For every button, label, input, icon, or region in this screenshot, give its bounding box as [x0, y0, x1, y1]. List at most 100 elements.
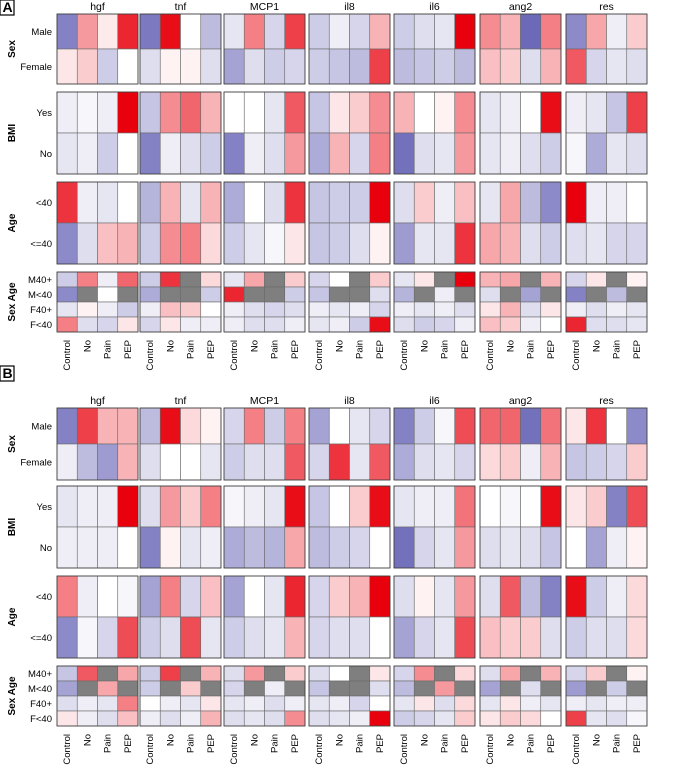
x-tick-label-control: Control — [399, 340, 410, 371]
facet-border — [565, 271, 648, 333]
heat-cell-il8-40-pain — [349, 181, 371, 224]
heat-cell-il6-40-no — [413, 222, 435, 265]
heat-cell-il6-m-40-pep — [454, 680, 476, 697]
x-tick-label-control: Control — [399, 734, 410, 765]
heat-cell-il8-male-control — [308, 407, 330, 445]
row-label-yes: Yes — [37, 108, 53, 119]
x-tick-label-no: No — [334, 340, 345, 352]
heat-cell-il8-m-40-no — [328, 286, 350, 303]
heat-cell-mcp1-male-control — [223, 13, 245, 50]
heat-cell-hgf-yes-pain — [97, 91, 119, 134]
x-tick-label-pep: PEP — [460, 340, 471, 359]
heat-cell-ang2-female-pep — [540, 443, 562, 481]
heat-cell-il8-m40-no — [328, 665, 350, 682]
heat-cell-mcp1-m-40-no — [243, 680, 265, 697]
heat-cell-tnf-f40-pep — [200, 301, 222, 318]
heat-cell-il6-f-40-control — [393, 710, 415, 727]
heat-cell-il6-m-40-control — [393, 286, 415, 303]
heat-cell-tnf-m40-no — [159, 665, 181, 682]
heat-cell-ang2-yes-pain — [520, 91, 542, 134]
facet-border — [223, 575, 306, 659]
heat-cell-tnf-no-pep — [200, 526, 222, 569]
heat-cell-il6-female-no — [413, 48, 435, 85]
group-label: Age — [7, 607, 18, 626]
heat-cell-hgf-m-40-pep — [117, 286, 139, 303]
heat-cell-ang2-f40-pep — [540, 301, 562, 318]
heat-cell-il6-f40-pain — [434, 695, 456, 712]
heat-cell-hgf-yes-no — [76, 91, 98, 134]
heat-cell-tnf-m40-pain — [180, 665, 202, 682]
heat-cell-tnf-no-pain — [180, 526, 202, 569]
heat-cell-il6-yes-pain — [434, 91, 456, 134]
heat-cell-tnf-no-no — [159, 132, 181, 175]
heat-cell-il6-f-40-control — [393, 316, 415, 333]
heat-cell-res-40-pain — [606, 575, 628, 618]
x-tick-label-control: Control — [571, 734, 582, 765]
heat-cell-il6-yes-no — [413, 91, 435, 134]
facet-border — [479, 271, 562, 333]
heat-cell-tnf-f40-control — [139, 301, 161, 318]
x-tick-label-no: No — [249, 340, 260, 352]
heat-cell-hgf-f-40-no — [76, 316, 98, 333]
heat-cell-il6-f40-no — [413, 301, 435, 318]
column-header-tnf: tnf — [175, 395, 187, 407]
heat-cell-il6-no-no — [413, 526, 435, 569]
facet-border — [308, 181, 391, 265]
x-tick-label-pep: PEP — [206, 340, 217, 359]
heat-cell-il6-yes-control — [393, 91, 415, 134]
heat-cell-ang2-no-pep — [540, 526, 562, 569]
x-tick-label-pain: Pain — [270, 340, 281, 359]
heat-cell-hgf-m40-no — [76, 665, 98, 682]
heat-cell-tnf-m40-pep — [200, 665, 222, 682]
heat-cell-il8-no-no — [328, 132, 350, 175]
heat-cell-ang2-f-40-pain — [520, 710, 542, 727]
heat-cell-mcp1-40-pep — [284, 181, 306, 224]
heat-cell-tnf-m40-control — [139, 271, 161, 288]
heat-cell-ang2-40-pain — [520, 575, 542, 618]
heat-cell-res-f-40-control — [565, 316, 587, 333]
heat-cell-hgf-m-40-control — [56, 680, 78, 697]
facet-border — [479, 485, 562, 569]
heat-cell-il8-40-pain — [349, 222, 371, 265]
heat-cell-hgf-yes-pep — [117, 91, 139, 134]
x-tick-label-pep: PEP — [123, 734, 134, 753]
heat-cell-il6-male-control — [393, 13, 415, 50]
row-label-f-40: F<40 — [30, 320, 52, 331]
heat-cell-ang2-m-40-no — [499, 680, 521, 697]
heat-cell-res-male-control — [565, 13, 587, 50]
heat-cell-tnf-m40-no — [159, 271, 181, 288]
heat-cell-il8-yes-no — [328, 91, 350, 134]
x-tick-label-no: No — [419, 340, 430, 352]
heat-cell-hgf-yes-pain — [97, 485, 119, 528]
heat-cell-hgf-no-control — [56, 132, 78, 175]
heat-cell-il6-no-pep — [454, 132, 476, 175]
heat-cell-tnf-m-40-pain — [180, 680, 202, 697]
heat-cell-il8-f40-pep — [369, 301, 391, 318]
x-tick-label-control: Control — [229, 734, 240, 765]
heat-cell-il6-f40-control — [393, 695, 415, 712]
heat-cell-res-yes-pep — [626, 91, 648, 134]
heat-cell-ang2-yes-control — [479, 91, 501, 134]
x-tick-label-pain: Pain — [612, 340, 623, 359]
facet-border — [56, 575, 139, 659]
facet-border — [308, 271, 391, 333]
heat-cell-ang2-m40-pain — [520, 665, 542, 682]
heat-cell-il8-40-pep — [369, 616, 391, 659]
heat-cell-hgf-f40-pain — [97, 301, 119, 318]
heat-cell-hgf-m40-pep — [117, 271, 139, 288]
group-label: Age — [7, 213, 18, 232]
heat-cell-ang2-m-40-pep — [540, 286, 562, 303]
heat-cell-tnf-f-40-pep — [200, 710, 222, 727]
facet-border — [56, 91, 139, 175]
heat-cell-il6-f40-pep — [454, 695, 476, 712]
heat-cell-il6-f40-pain — [434, 301, 456, 318]
x-tick-label-pain: Pain — [186, 340, 197, 359]
heat-cell-il8-m-40-no — [328, 680, 350, 697]
column-header-res: res — [599, 1, 614, 13]
heat-cell-tnf-40-control — [139, 181, 161, 224]
heat-cell-tnf-f40-no — [159, 695, 181, 712]
heat-cell-tnf-female-pep — [200, 48, 222, 85]
heat-cell-il6-no-pain — [434, 526, 456, 569]
panel-tag: A — [3, 0, 13, 15]
heat-cell-tnf-yes-pain — [180, 91, 202, 134]
